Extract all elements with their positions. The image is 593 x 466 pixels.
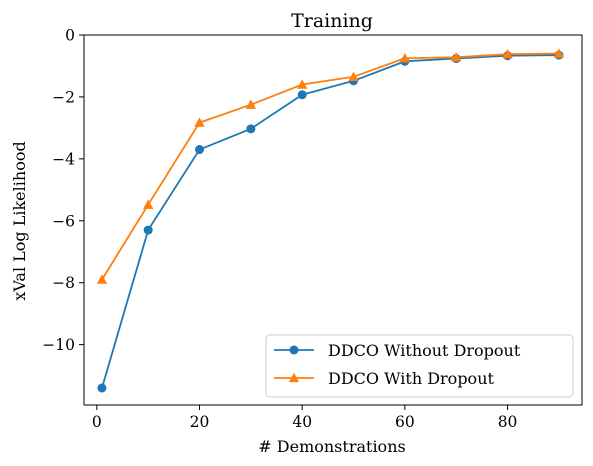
x-tick-label: 20 [190, 413, 210, 431]
data-point [348, 71, 359, 81]
data-point [296, 79, 308, 89]
plot-frame [83, 34, 583, 406]
data-point [297, 90, 307, 100]
data-point [245, 99, 257, 109]
data-point [97, 383, 107, 393]
x-tick-label: 0 [92, 413, 102, 431]
data-point [553, 48, 565, 58]
y-tick-label: −6 [52, 212, 75, 230]
legend-label: DDCO With Dropout [328, 369, 494, 388]
data-point [399, 53, 411, 63]
legend-item: DDCO Without Dropout [274, 341, 521, 360]
x-tick-label: 80 [498, 413, 518, 431]
data-point [246, 124, 256, 134]
y-tick-label: 0 [65, 27, 75, 45]
y-tick-label: −10 [42, 336, 75, 354]
legend-marker [289, 345, 299, 355]
legend-box [265, 334, 574, 398]
y-tick-label: −4 [52, 150, 75, 168]
data-point [142, 199, 154, 209]
data-point [451, 52, 462, 62]
chart-title: Training [291, 10, 373, 32]
y-axis-label: xVal Log Likelihood [10, 141, 29, 300]
data-point [195, 145, 205, 155]
series-line [101, 54, 559, 389]
legend-item: DDCO With Dropout [274, 369, 494, 388]
data-point [143, 225, 153, 235]
data-point [502, 48, 513, 59]
x-tick-label: 60 [395, 413, 415, 431]
data-point [96, 274, 108, 284]
x-tick-label: 40 [292, 413, 312, 431]
series-2 [96, 48, 565, 284]
series-line [101, 52, 559, 281]
y-tick-label: −8 [52, 274, 75, 292]
legend-marker [288, 372, 300, 383]
y-tick-label: −2 [52, 88, 75, 106]
x-axis-label: # Demonstrations [258, 437, 405, 456]
legend-label: DDCO Without Dropout [328, 341, 521, 360]
data-point [194, 117, 205, 127]
